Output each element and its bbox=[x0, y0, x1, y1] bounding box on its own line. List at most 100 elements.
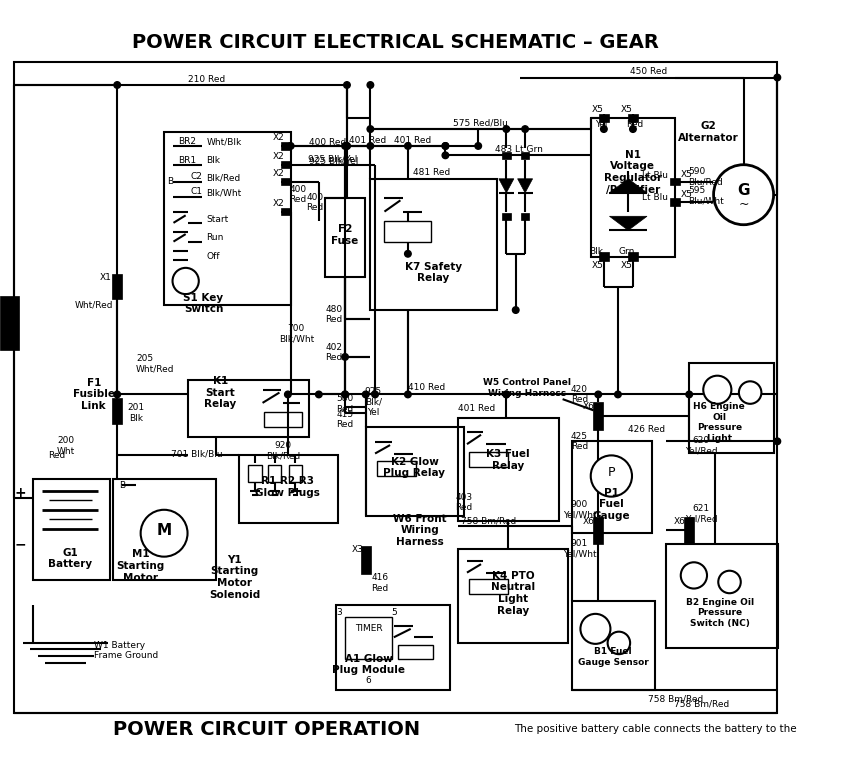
Text: 401 Red: 401 Red bbox=[349, 136, 387, 145]
Bar bbox=[281, 142, 290, 150]
Circle shape bbox=[367, 143, 374, 149]
Circle shape bbox=[442, 143, 449, 149]
Text: 450 Red: 450 Red bbox=[630, 67, 668, 76]
Circle shape bbox=[114, 391, 121, 398]
Bar bbox=[593, 517, 603, 543]
Bar bbox=[591, 118, 675, 256]
Circle shape bbox=[522, 126, 528, 132]
Circle shape bbox=[774, 74, 781, 81]
Circle shape bbox=[475, 143, 481, 149]
Circle shape bbox=[372, 391, 378, 398]
Text: 758 Bm/Red: 758 Bm/Red bbox=[674, 699, 729, 709]
Text: Lt Blu: Lt Blu bbox=[641, 171, 668, 181]
Bar bbox=[264, 412, 302, 427]
Bar bbox=[457, 549, 568, 643]
Text: 420
Red: 420 Red bbox=[571, 384, 588, 404]
Text: K3 Fuel
Relay: K3 Fuel Relay bbox=[486, 449, 530, 471]
Text: 5: 5 bbox=[391, 608, 397, 618]
Text: X6: X6 bbox=[674, 516, 686, 526]
Text: Blk: Blk bbox=[206, 157, 220, 165]
Bar bbox=[164, 132, 290, 306]
Bar bbox=[502, 151, 511, 159]
Text: 758 Bm/Red: 758 Bm/Red bbox=[647, 695, 703, 704]
Text: X2: X2 bbox=[273, 152, 284, 161]
Bar bbox=[289, 465, 302, 482]
Text: M1
Starting
Motor: M1 Starting Motor bbox=[116, 550, 165, 583]
Circle shape bbox=[608, 631, 630, 654]
Text: Wht/Red: Wht/Red bbox=[74, 301, 113, 310]
Text: Yel: Yel bbox=[595, 120, 608, 129]
Text: 925 Blk/Yel: 925 Blk/Yel bbox=[308, 154, 358, 164]
Circle shape bbox=[630, 126, 636, 132]
Text: The positive battery cable connects the battery to the: The positive battery cable connects the … bbox=[514, 724, 797, 734]
Text: Red: Red bbox=[626, 120, 644, 129]
Text: N1
Voltage
Regulator
/Rectifier: N1 Voltage Regulator /Rectifier bbox=[603, 150, 662, 195]
Bar bbox=[360, 547, 371, 574]
Text: C2: C2 bbox=[191, 172, 203, 181]
Text: TIMER: TIMER bbox=[354, 625, 382, 633]
Bar bbox=[599, 252, 609, 261]
Bar bbox=[248, 465, 262, 482]
Text: 410 Red: 410 Red bbox=[408, 384, 446, 392]
Text: 920
Blk/Red: 920 Blk/Red bbox=[266, 441, 300, 460]
Text: 401 Red: 401 Red bbox=[457, 404, 495, 413]
Text: 402
Red: 402 Red bbox=[325, 343, 343, 362]
Text: X1: X1 bbox=[100, 273, 112, 282]
Text: C1: C1 bbox=[191, 188, 203, 196]
Bar bbox=[33, 479, 110, 580]
Circle shape bbox=[344, 82, 350, 88]
Circle shape bbox=[367, 126, 374, 132]
Bar bbox=[365, 427, 464, 516]
Circle shape bbox=[581, 614, 610, 644]
Text: X5: X5 bbox=[592, 105, 603, 114]
Circle shape bbox=[172, 268, 199, 294]
Circle shape bbox=[342, 391, 349, 398]
Polygon shape bbox=[517, 179, 533, 193]
Bar bbox=[371, 179, 497, 310]
Circle shape bbox=[342, 391, 349, 398]
Text: Start: Start bbox=[206, 215, 229, 224]
Bar bbox=[112, 274, 122, 299]
Circle shape bbox=[404, 143, 411, 149]
Text: 700
Blk/Wht: 700 Blk/Wht bbox=[279, 323, 314, 344]
Text: +: + bbox=[14, 486, 26, 500]
Text: X5: X5 bbox=[681, 170, 693, 178]
Circle shape bbox=[316, 391, 322, 398]
Bar bbox=[377, 461, 416, 476]
Text: R1 R2 R3
Glow Plugs: R1 R2 R3 Glow Plugs bbox=[256, 476, 321, 498]
Polygon shape bbox=[609, 216, 647, 230]
Text: Y1
Starting
Motor
Solenoid: Y1 Starting Motor Solenoid bbox=[208, 555, 260, 600]
Bar bbox=[112, 479, 216, 580]
Bar bbox=[239, 455, 338, 523]
Text: X6: X6 bbox=[583, 516, 595, 526]
Text: 580
Red: 580 Red bbox=[337, 394, 354, 414]
Text: 480
Red: 480 Red bbox=[325, 305, 343, 324]
Text: X2: X2 bbox=[273, 168, 284, 178]
Text: POWER CIRCUIT OPERATION: POWER CIRCUIT OPERATION bbox=[112, 720, 419, 739]
Circle shape bbox=[141, 510, 187, 557]
Text: ~: ~ bbox=[738, 198, 749, 211]
Circle shape bbox=[595, 391, 602, 398]
Text: Run: Run bbox=[206, 233, 224, 242]
Text: BR2: BR2 bbox=[179, 137, 197, 146]
Text: B2 Engine Oil
Pressure
Switch (NC): B2 Engine Oil Pressure Switch (NC) bbox=[686, 598, 755, 628]
Bar bbox=[599, 113, 609, 122]
Text: 6: 6 bbox=[365, 676, 371, 685]
Bar bbox=[521, 212, 529, 220]
Bar bbox=[521, 151, 529, 159]
Circle shape bbox=[344, 143, 350, 149]
Bar bbox=[268, 465, 281, 482]
Bar bbox=[666, 544, 778, 648]
Text: A1 Glow
Plug Module: A1 Glow Plug Module bbox=[332, 654, 405, 676]
Bar bbox=[670, 198, 679, 206]
Text: 925
Blk/
Yel: 925 Blk/ Yel bbox=[365, 387, 381, 417]
Bar bbox=[398, 645, 433, 659]
Text: 575 Red/Blu: 575 Red/Blu bbox=[452, 119, 507, 128]
Circle shape bbox=[442, 152, 449, 158]
Bar bbox=[281, 161, 290, 168]
Circle shape bbox=[681, 562, 707, 588]
Circle shape bbox=[713, 164, 774, 225]
Text: −: − bbox=[14, 537, 26, 551]
Text: X5: X5 bbox=[620, 105, 632, 114]
Bar bbox=[281, 208, 290, 215]
